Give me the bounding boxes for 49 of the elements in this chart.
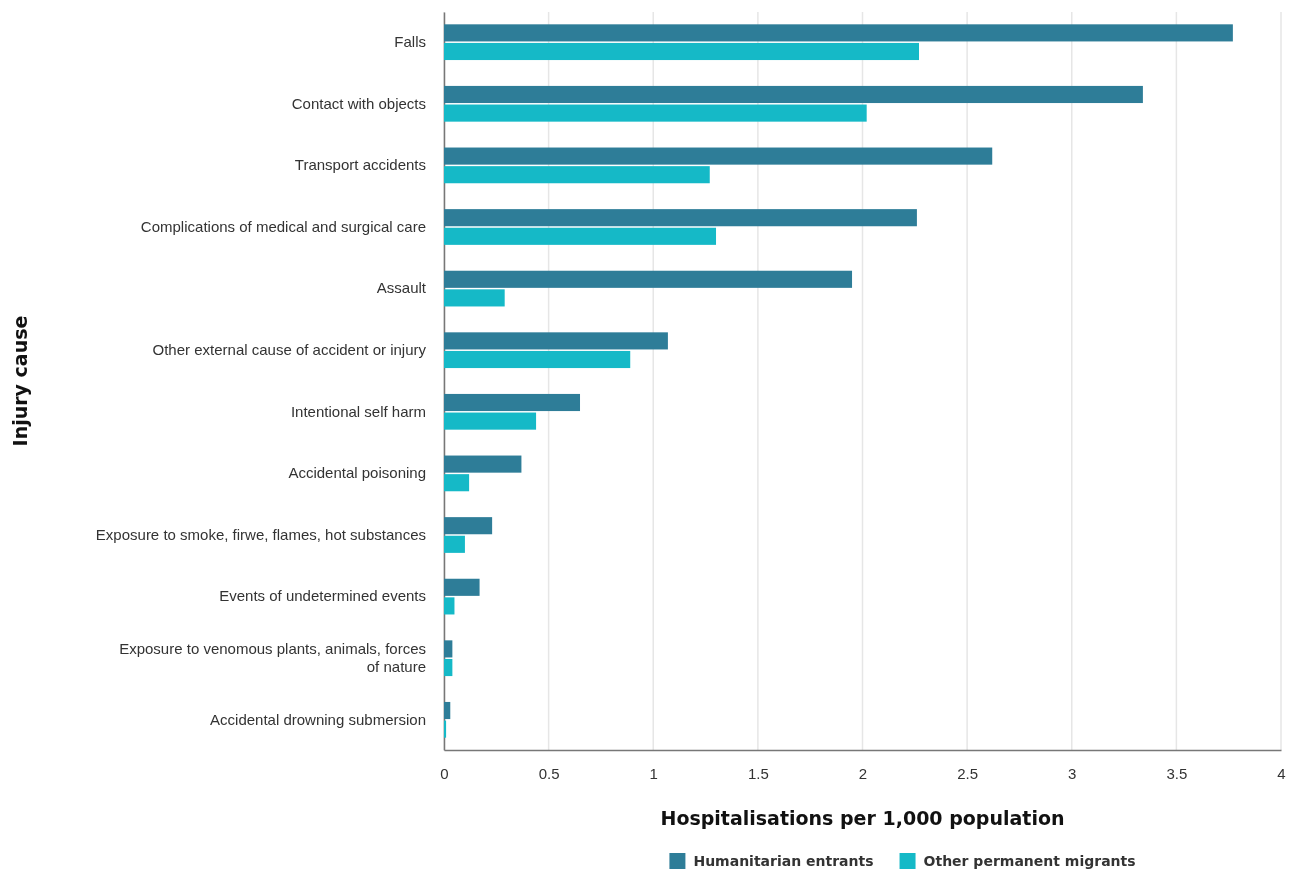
bar [444,597,455,615]
bar [444,412,537,430]
bar [444,289,505,307]
x-tick-label: 0.5 [538,764,560,782]
legend-label: Humanitarian entrants [693,853,874,869]
bar [444,42,919,61]
y-tick-label: Transport accidents [294,156,426,174]
x-tick-label: 3 [1068,764,1077,782]
y-tick-label: Accidental poisoning [288,464,426,482]
y-axis-title: Injury cause [9,315,31,447]
x-tick-label: 3.5 [1166,764,1188,782]
y-tick-label: Contact with objects [291,94,426,112]
bar [444,640,453,658]
bar [444,474,470,492]
y-tick-label: Exposure to venomous plants, animals, forces of nature [119,639,426,676]
x-tick-label: 0 [440,764,449,782]
y-tick-label: Exposure to smoke, firwe, flames, hot substances [95,525,426,543]
y-tick-label: Accidental drowning submersion [210,710,426,728]
y-tick-label: Falls [394,32,426,50]
bar [444,85,1143,104]
x-tick-label: 4 [1277,764,1286,782]
bar [444,455,522,473]
y-tick-label: Intentional self harm [290,402,426,420]
y-tick-label: Assault [376,279,427,297]
bar [444,24,1233,42]
bar [444,332,668,350]
bar [444,270,853,288]
y-tick-label: Other external cause of accident or injury [152,341,427,358]
bar [444,209,917,227]
legend-label: Other permanent migrants [923,853,1136,869]
x-axis-title: Hospitalisations per 1,000 population [660,807,1065,829]
bar [444,517,493,535]
bar [444,701,451,720]
bar [444,578,480,596]
x-tick-label: 1 [649,764,658,782]
bar [444,393,581,412]
x-tick-label: 1.5 [747,764,769,782]
bar [444,350,631,369]
y-tick-label: Complications of medical and surgical care [140,217,426,235]
x-tick-label: 2.5 [957,764,979,782]
bar [444,166,710,184]
bar [444,104,867,122]
bar [444,720,447,738]
bar [444,658,453,677]
bar [444,227,717,245]
x-tick-label: 2 [858,764,868,782]
bar [444,535,465,553]
bar [444,147,993,165]
y-tick-label: Events of undetermined events [219,587,426,605]
